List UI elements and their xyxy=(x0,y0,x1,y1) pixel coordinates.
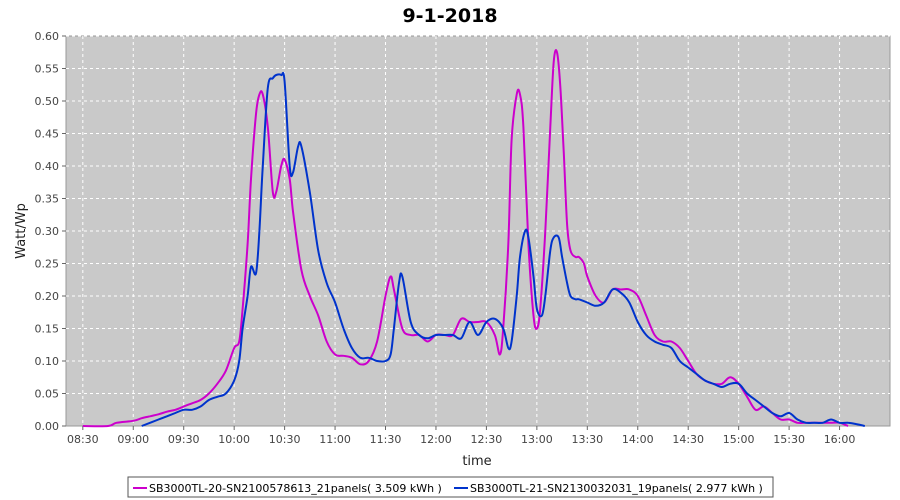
y-tick-label: 0.25 xyxy=(35,258,60,271)
y-tick-label: 0.15 xyxy=(35,323,60,336)
y-axis: 0.00 0.05 0.10 0.15 0.20 0.25 0.30 0.35 0.40 0.45… xyxy=(35,30,66,433)
y-axis-label: Watt/Wp xyxy=(14,203,29,259)
legend-box xyxy=(127,476,774,498)
series-line-2 xyxy=(141,71,866,427)
x-tick-label: 11:30 xyxy=(370,433,402,446)
x-tick-label: 15:30 xyxy=(773,433,805,446)
y-tick-label: 0.60 xyxy=(35,30,60,43)
x-tick-label: 14:00 xyxy=(622,433,654,446)
y-tick-label: 0.55 xyxy=(35,63,60,76)
y-tick-label: 0.45 xyxy=(35,128,60,141)
x-axis-label: time xyxy=(462,454,491,469)
y-tick-label: 0.05 xyxy=(35,388,60,401)
x-tick-label: 08:30 xyxy=(67,433,99,446)
chart-title: 9-1-2018 xyxy=(402,5,497,27)
x-tick-label: 14:30 xyxy=(672,433,704,446)
x-tick-label: 12:30 xyxy=(471,433,503,446)
y-tick-label: 0.10 xyxy=(35,355,60,368)
x-axis: 08:30 09:00 09:30 10:00 10:30 11:00 11:30 12:00… xyxy=(67,426,855,446)
x-tick-label: 12:00 xyxy=(420,433,452,446)
series-lines xyxy=(82,49,866,428)
legend-label-series-1: SB3000TL-20-SN2100578613_21panels( 3.509… xyxy=(149,482,442,495)
y-tick-label: 0.50 xyxy=(35,95,60,108)
x-tick-label: 15:00 xyxy=(723,433,755,446)
plot-area xyxy=(65,35,891,427)
x-tick-label: 10:30 xyxy=(269,433,301,446)
series-line-1 xyxy=(82,49,849,428)
y-tick-label: 0.20 xyxy=(35,290,60,303)
x-tick-label: 10:00 xyxy=(218,433,250,446)
x-tick-label: 09:30 xyxy=(168,433,200,446)
x-tick-label: 09:00 xyxy=(117,433,149,446)
legend: SB3000TL-20-SN2100578613_21panels( 3.509… xyxy=(127,476,774,498)
y-tick-label: 0.35 xyxy=(35,193,60,206)
y-tick-label: 0.40 xyxy=(35,160,60,173)
x-tick-label: 13:30 xyxy=(571,433,603,446)
x-tick-label: 13:00 xyxy=(521,433,553,446)
x-tick-label: 16:00 xyxy=(824,433,856,446)
y-tick-label: 0.00 xyxy=(35,420,60,433)
x-tick-label: 11:00 xyxy=(319,433,351,446)
legend-label-series-2: SB3000TL-21-SN2130032031_19panels( 2.977… xyxy=(470,482,763,495)
y-tick-label: 0.30 xyxy=(35,225,60,238)
